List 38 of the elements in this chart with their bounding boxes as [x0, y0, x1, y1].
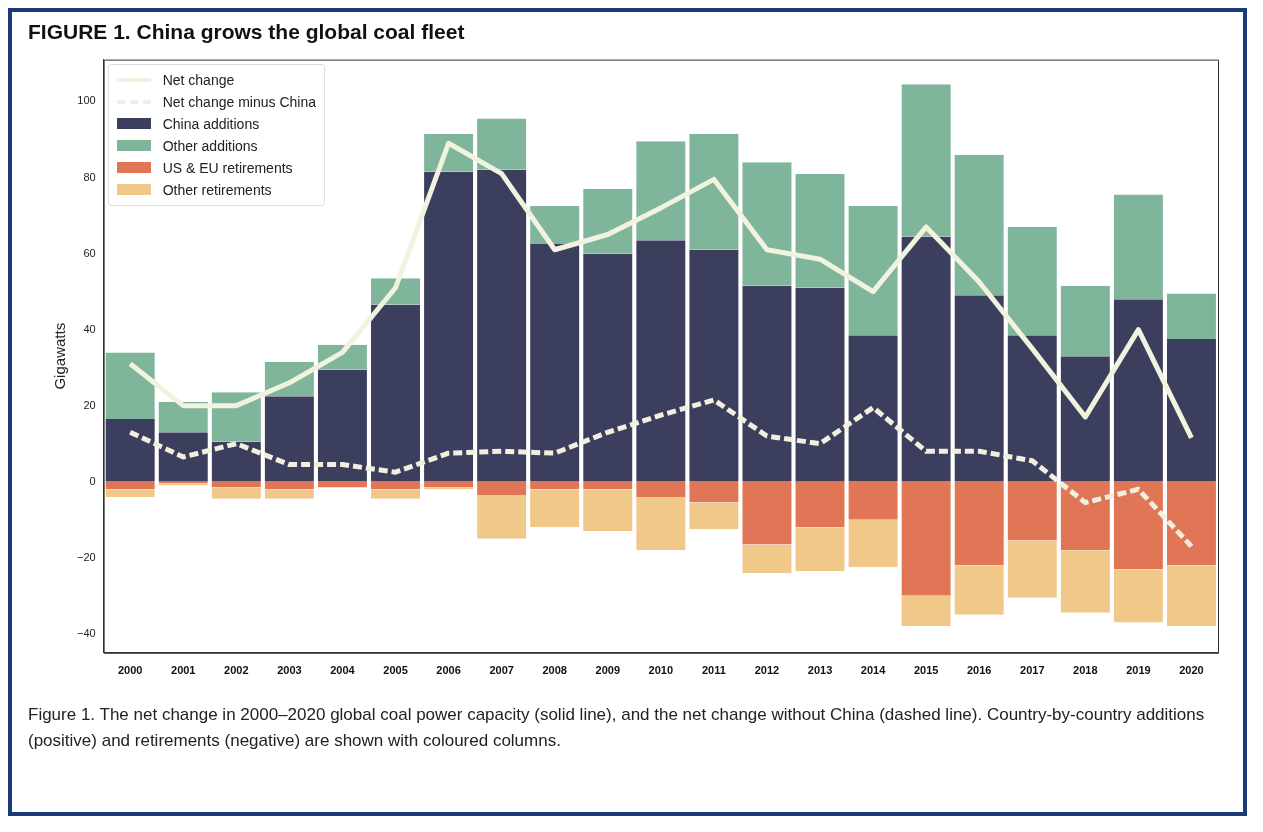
y-tick-label: 100 — [77, 94, 96, 107]
y-tick-label: 40 — [83, 322, 96, 335]
x-tick-label: 2017 — [1020, 664, 1045, 677]
x-tick-label: 2015 — [913, 664, 939, 677]
x-tick-label: 2008 — [542, 664, 567, 677]
legend-label: Other retirements — [162, 181, 272, 198]
y-tick-label: 20 — [83, 398, 96, 411]
legend-label: China additions — [162, 115, 260, 132]
x-tick-label: 2019 — [1126, 664, 1151, 677]
x-tick-label: 2005 — [383, 664, 408, 677]
y-axis-title: Gigawatts — [51, 322, 69, 390]
x-tick-label: 2016 — [966, 664, 992, 677]
x-tick-label: 2002 — [224, 664, 249, 677]
legend-label: Net change minus China — [162, 93, 316, 110]
legend-label: Net change — [162, 71, 235, 88]
x-tick-label: 2014 — [860, 664, 887, 677]
x-tick-label: 2006 — [436, 664, 461, 677]
y-tick-label: −20 — [76, 550, 96, 563]
x-tick-label: 2001 — [171, 664, 196, 677]
legend-label: Other additions — [162, 137, 258, 154]
x-tick-label: 2020 — [1179, 664, 1204, 677]
y-tick-label: 80 — [83, 170, 96, 183]
x-tick-label: 2018 — [1073, 664, 1098, 677]
caption: Figure 1. The net change in 2000–2020 global coal power capacity (solid line), and the net change without China (dashed line). Country-by-country additions (positive) and retirements (negative) are shown with coloured columns. — [28, 704, 1206, 753]
x-tick-label: 2011 — [701, 664, 726, 677]
y-tick-label: −40 — [76, 626, 96, 639]
x-tick-label: 2009 — [595, 664, 621, 677]
x-tick-label: 2010 — [648, 664, 674, 677]
x-tick-label: 2012 — [754, 664, 780, 677]
chart-title: FIGURE 1. China grows the global coal fleet — [28, 20, 466, 44]
x-tick-label: 2003 — [277, 664, 302, 677]
x-tick-label: 2007 — [489, 664, 514, 677]
y-tick-label: 60 — [83, 246, 96, 259]
x-tick-label: 2004 — [330, 664, 356, 677]
y-tick-label: 0 — [89, 474, 96, 487]
legend-label: US & EU retirements — [162, 159, 293, 176]
x-tick-label: 2000 — [117, 664, 143, 677]
x-tick-label: 2013 — [807, 664, 833, 677]
